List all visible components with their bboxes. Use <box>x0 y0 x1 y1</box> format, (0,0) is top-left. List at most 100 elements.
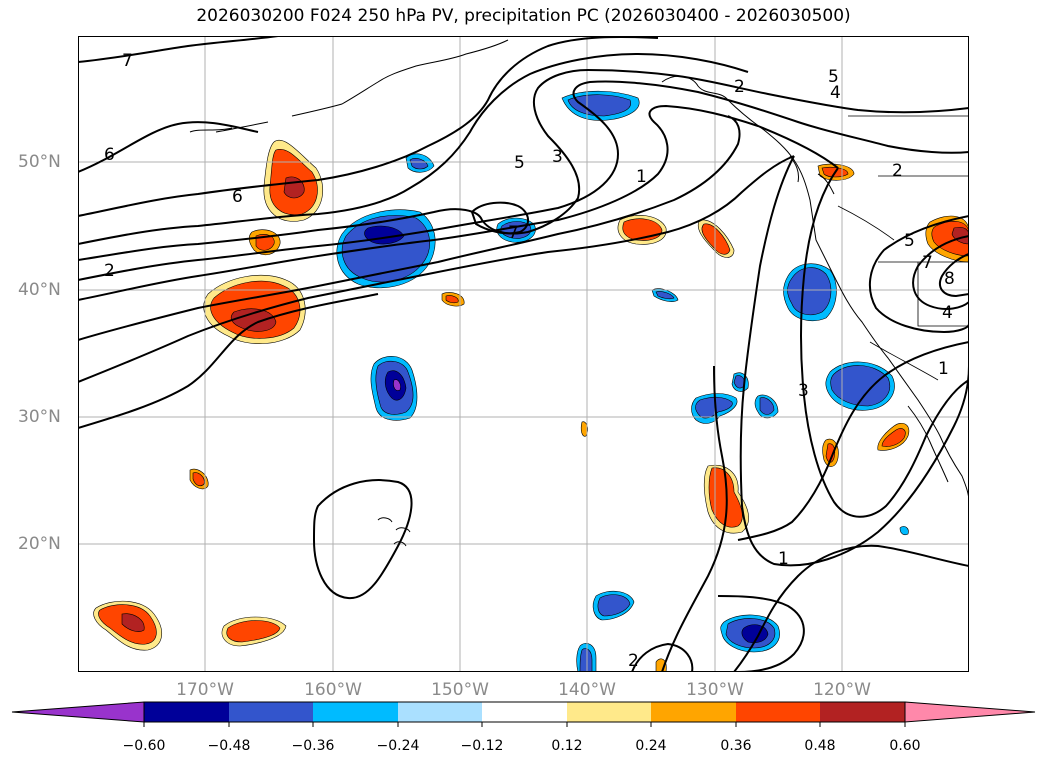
colorbar-tick-label: −0.24 <box>376 738 420 754</box>
contour-label: 2 <box>892 161 903 181</box>
coastline-north-america <box>661 75 969 503</box>
map-panel: 7 6 6 2 5 3 1 7 2 5 4 2 5 7 8 4 1 3 1 2 <box>78 36 969 672</box>
precip-blob <box>825 361 895 411</box>
precip-blob <box>576 643 597 672</box>
precip-positive-anomalies <box>93 139 969 672</box>
precip-negative-anomalies <box>336 90 909 672</box>
colorbar-segment <box>567 702 651 722</box>
lat-label-40n: 40°N <box>18 280 61 300</box>
pv-contour <box>78 80 969 281</box>
colorbar-tick-label: −0.48 <box>207 738 251 754</box>
lon-label-120w: 120°W <box>813 680 871 700</box>
colorbar-segment <box>482 702 567 722</box>
precip-blob <box>783 263 837 321</box>
contour-label: 5 <box>828 67 839 87</box>
colorbar-segment <box>651 702 736 722</box>
pv-contour <box>78 155 795 429</box>
colorbar-tick-label: −0.12 <box>460 738 504 754</box>
precip-blob <box>221 616 287 647</box>
colorbar-tick-label: −0.60 <box>122 738 166 754</box>
pv-contour <box>868 215 969 334</box>
contour-label: 5 <box>904 231 915 251</box>
contour-label: 6 <box>232 187 243 207</box>
contour-label: 1 <box>778 549 789 569</box>
contour-label: 8 <box>944 269 955 289</box>
lon-label-150w: 150°W <box>431 680 489 700</box>
precip-blob <box>720 614 780 653</box>
contour-label: 6 <box>104 145 115 165</box>
contour-label: 5 <box>514 153 525 173</box>
colorbar-outline <box>143 701 906 723</box>
pv-contour <box>78 36 279 173</box>
colorbar-extend-low <box>11 701 145 723</box>
precip-blob <box>691 393 738 424</box>
precip-blob <box>189 468 209 490</box>
colorbar-extend-high <box>904 701 1036 723</box>
pv-contours <box>78 36 969 672</box>
lon-label-130w: 130°W <box>686 680 744 700</box>
coastlines <box>189 39 969 547</box>
pv-contour-labels: 7 6 6 2 5 3 1 7 2 5 4 2 5 7 8 4 1 3 1 2 <box>104 51 955 671</box>
precip-blob <box>925 215 969 263</box>
colorbar-tick-label: 0.12 <box>551 738 583 754</box>
precip-blob <box>93 600 162 651</box>
precip-blob <box>697 219 735 258</box>
colorbar-segment <box>313 702 398 722</box>
pv-contour <box>631 341 969 672</box>
pv-contour <box>78 52 749 245</box>
contour-label: 1 <box>636 167 647 187</box>
pv-contour <box>78 104 839 341</box>
colorbar <box>11 701 1036 727</box>
precip-blob <box>754 394 779 419</box>
colorbar-tick-label: 0.24 <box>635 738 667 754</box>
graticule <box>78 36 969 672</box>
lon-label-170w: 170°W <box>176 680 234 700</box>
pv-contour <box>470 201 529 235</box>
precip-blob <box>405 153 435 173</box>
contour-label: 2 <box>628 651 639 671</box>
precip-blob <box>580 421 588 437</box>
pv-contour <box>78 68 969 261</box>
precip-blob <box>822 438 839 467</box>
pv-contour <box>739 155 969 567</box>
precip-blob <box>561 90 640 121</box>
lat-label-30n: 30°N <box>18 407 61 427</box>
colorbar-segment <box>398 702 482 722</box>
contour-label: 2 <box>734 77 745 97</box>
pv-contour <box>312 365 728 672</box>
contour-label: 4 <box>830 83 841 103</box>
contour-label: 7 <box>508 223 519 243</box>
contour-label: 3 <box>798 381 809 401</box>
lat-label-50n: 50°N <box>18 152 61 172</box>
lon-label-140w: 140°W <box>558 680 616 700</box>
colorbar-segment <box>820 702 905 722</box>
colorbar-tick-label: −0.36 <box>291 738 335 754</box>
pv-contour <box>78 36 659 217</box>
precip-blob <box>877 423 910 451</box>
contour-label: 4 <box>942 303 953 323</box>
colorbar-segment <box>144 702 229 722</box>
map-canvas: 7 6 6 2 5 3 1 7 2 5 4 2 5 7 8 4 1 3 1 2 <box>78 36 969 672</box>
colorbar-tick-label: 0.36 <box>720 738 752 754</box>
precip-blob <box>441 292 465 307</box>
contour-label: 1 <box>938 359 949 379</box>
lon-label-160w: 160°W <box>304 680 362 700</box>
precip-blob <box>617 215 667 245</box>
map-border <box>78 36 969 672</box>
precip-blob <box>899 526 909 536</box>
contour-label: 7 <box>922 253 933 273</box>
contour-label: 7 <box>122 51 133 71</box>
contour-label: 3 <box>552 147 563 167</box>
precip-blob <box>370 356 418 421</box>
precip-blob <box>203 274 306 344</box>
contour-label: 2 <box>104 261 115 281</box>
colorbar-segment <box>736 702 820 722</box>
colorbar-tick-label: 0.48 <box>804 738 836 754</box>
colorbar-segment <box>229 702 313 722</box>
colorbar-ticks <box>143 722 906 727</box>
lat-label-20n: 20°N <box>18 534 61 554</box>
political-borders <box>837 115 969 381</box>
precip-blob <box>651 288 679 302</box>
colorbar-tick-label: 0.60 <box>889 738 921 754</box>
map-title: 2026030200 F024 250 hPa PV, precipitatio… <box>196 6 851 26</box>
